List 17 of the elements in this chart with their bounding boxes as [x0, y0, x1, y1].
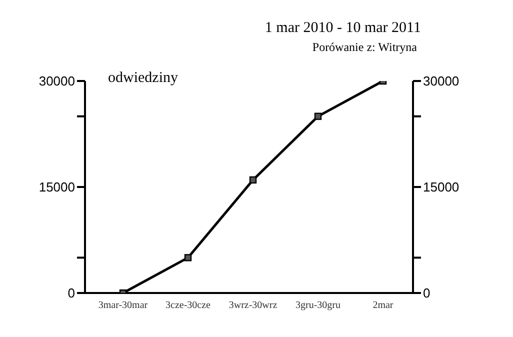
- y-tick-label: 0: [68, 286, 75, 301]
- y-tick-label: 30000: [38, 74, 75, 89]
- point: [184, 254, 192, 262]
- chart-subtitle: Porówanie z: Witryna: [312, 40, 417, 55]
- y2-tick-label: 15000: [423, 180, 460, 195]
- x-tick-label: 3mar-30mar: [98, 300, 148, 312]
- x-tick-label: 3cze-30cze: [166, 300, 212, 312]
- chart-title: 1 mar 2010 - 10 mar 2011: [264, 20, 421, 37]
- point: [314, 112, 322, 120]
- y2-tick-label: 0: [423, 286, 430, 301]
- y2-tick-label: 30000: [423, 74, 460, 89]
- point: [249, 176, 257, 184]
- x-tick-label: 3wrz-30wrz: [228, 300, 278, 312]
- x-tick-label: 2mar: [372, 300, 394, 312]
- x-tick-label: 3gru-30gru: [296, 300, 340, 312]
- text: odwiedziny: [108, 70, 178, 87]
- y-tick-label: 15000: [38, 180, 75, 195]
